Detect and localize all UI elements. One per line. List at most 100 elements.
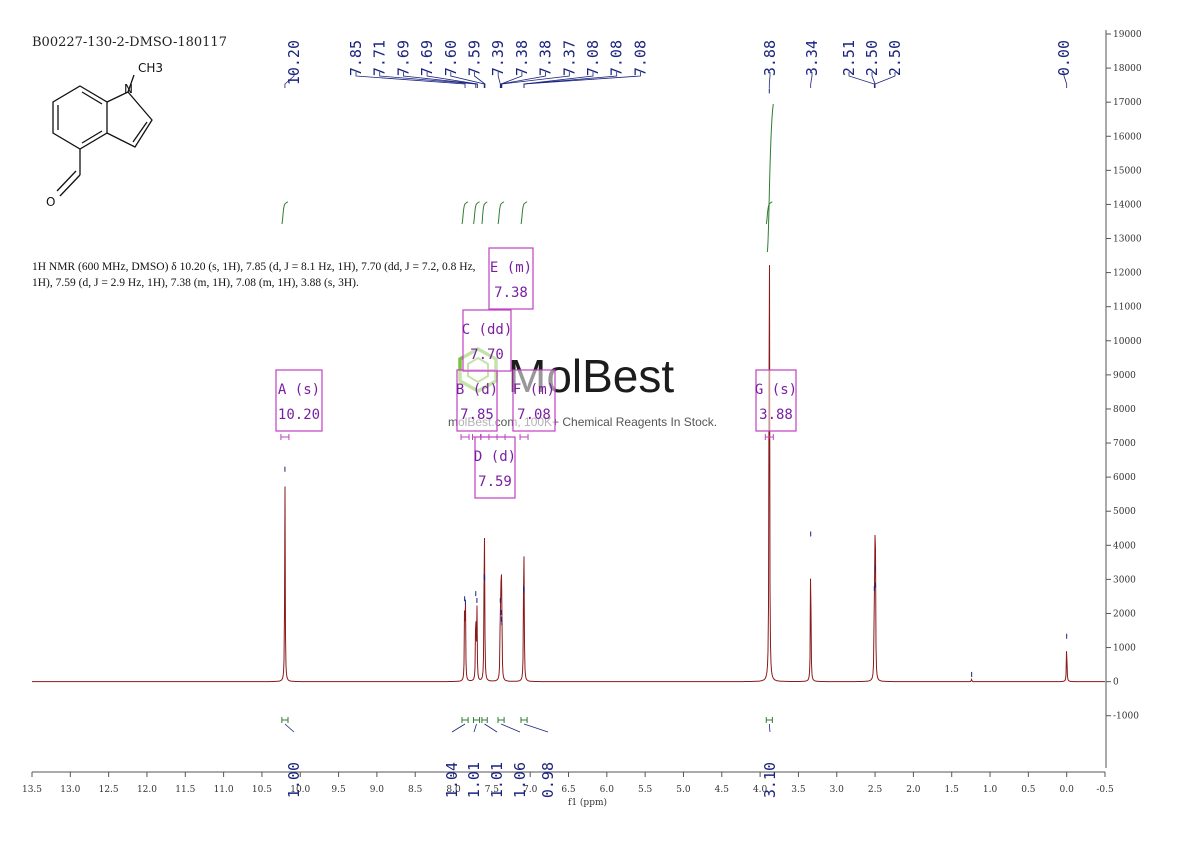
y-tick-label: 1000 [1113, 644, 1136, 654]
double-bond [81, 130, 103, 144]
peak-leader-line [450, 72, 485, 88]
integral-value: 1.00 [285, 762, 303, 798]
integral-curve [481, 201, 488, 225]
integral-curve [766, 103, 774, 253]
integral-curve [520, 201, 528, 225]
y-tick-label: 8000 [1113, 405, 1136, 415]
y-tick-label: 15000 [1113, 166, 1142, 176]
integral-value: 1.01 [465, 762, 483, 798]
peak-shift-label: 7.71 [371, 40, 389, 76]
x-tick-label: 7.0 [523, 785, 538, 795]
pyrrole-ring [106, 91, 153, 148]
x-tick-label: 2.5 [868, 785, 883, 795]
region-box [462, 309, 512, 372]
y-tick-label: 17000 [1113, 98, 1142, 108]
nmr-description-line1: 1H NMR (600 MHz, DMSO) δ 10.20 (s, 1H), … [32, 261, 476, 273]
region-label: D (d) [474, 449, 516, 465]
y-tick-label: 0 [1113, 678, 1119, 688]
peak-shift-label: 7.08 [608, 40, 626, 76]
carbonyl-bond [59, 174, 81, 197]
peak-shift-label: 2.50 [863, 40, 881, 76]
integral-value: 1.06 [511, 762, 529, 798]
peak-shift-label: 7.60 [442, 40, 460, 76]
y-tick-label: 13000 [1113, 235, 1142, 245]
peak-leader-line [1063, 72, 1068, 88]
methyl-bond [127, 74, 135, 93]
peak-shift-label: 7.39 [489, 40, 507, 76]
multiplet-regions: A (s) 10.20 B (d) 7.85 C (dd) 7.70 D (d) 7.59 E … [275, 247, 797, 499]
x-tick-label: 8.5 [408, 785, 423, 795]
double-bond [81, 91, 103, 105]
x-tick-label: 11.0 [214, 785, 234, 795]
peak-shift-label: 7.59 [466, 40, 484, 76]
region-label: B (d) [456, 382, 498, 398]
peak-shift-label: 7.38 [513, 40, 531, 76]
region-shift: 7.70 [470, 347, 504, 363]
methyl-label: CH3 [138, 61, 163, 75]
y-tick-label: 7000 [1113, 439, 1136, 449]
y-tick-label: 18000 [1113, 64, 1142, 74]
spectrum-line [32, 265, 1105, 683]
integral-value: 1.04 [443, 762, 461, 798]
peak-shift-label: 7.08 [631, 40, 649, 76]
y-tick-label: 10000 [1113, 337, 1142, 347]
integral-value: 3.10 [761, 762, 779, 798]
x-tick-label: 6.0 [600, 785, 615, 795]
benzene-ring [52, 85, 108, 150]
peak-shift-label: 7.85 [347, 40, 365, 76]
integral-curve [497, 201, 505, 225]
x-tick-label: 7.5 [485, 785, 500, 795]
x-tick-label: 5.5 [638, 785, 653, 795]
peak-shift-label: 3.34 [803, 40, 821, 76]
x-tick-label: 3.0 [830, 785, 845, 795]
region-box [275, 369, 323, 432]
peak-leader-line [848, 72, 875, 88]
region-box [488, 247, 534, 310]
x-tick-label: 5.0 [676, 785, 691, 795]
x-tick-label: 1.0 [983, 785, 998, 795]
peak-shift-label: 7.37 [560, 40, 578, 76]
peak-leader-line [523, 72, 641, 88]
x-tick-label: 8.0 [446, 785, 461, 795]
region-label: A (s) [278, 382, 320, 398]
x-tick-label: 9.5 [331, 785, 346, 795]
y-tick-label: 9000 [1113, 371, 1136, 381]
region-shift: 7.85 [460, 407, 494, 423]
integral-curves [281, 103, 774, 253]
peak-leader-line [284, 72, 295, 88]
peak-leader-line [497, 72, 501, 88]
nmr-description-line2: 1H), 7.59 (d, J = 2.9 Hz, 1H), 7.38 (m, … [32, 277, 359, 289]
x-tick-label: -0.5 [1096, 785, 1114, 795]
integral-curve [281, 201, 288, 225]
region-shift: 10.20 [278, 407, 320, 423]
integral-value: 0.98 [539, 762, 557, 798]
x-tick-label: 0.0 [1060, 785, 1075, 795]
spectrum-trace [32, 88, 1105, 683]
x-tick-label: 4.5 [715, 785, 730, 795]
region-box [474, 436, 516, 499]
peak-shift-label: 7.69 [394, 40, 412, 76]
peak-leader-line [426, 72, 478, 88]
peak-leader-line [500, 72, 546, 88]
peak-shift-label: 2.51 [840, 40, 858, 76]
x-tick-label: 3.5 [791, 785, 806, 795]
y-tick-label: 12000 [1113, 269, 1142, 279]
peak-leader-line [355, 72, 466, 88]
carbonyl-bond [56, 170, 77, 192]
x-tick-label: 1.5 [945, 785, 960, 795]
region-shift: 3.88 [759, 407, 793, 423]
integral-leader-line [484, 723, 498, 733]
sample-id: B00227-130-2-DMSO-180117 [32, 35, 227, 50]
integral-curve [461, 201, 469, 225]
n-atom-label: N [124, 82, 133, 96]
x-tick-label: 12.0 [137, 785, 157, 795]
y-tick-label: 6000 [1113, 473, 1136, 483]
peak-leader-line [874, 72, 896, 88]
peak-leader-line [810, 72, 813, 88]
peak-shift-label: 0.00 [1055, 40, 1073, 76]
x-tick-label: 13.5 [22, 785, 42, 795]
peak-shift-label: 7.69 [418, 40, 436, 76]
y-tick-label: -1000 [1113, 712, 1139, 722]
x-tick-label: 11.5 [175, 785, 195, 795]
